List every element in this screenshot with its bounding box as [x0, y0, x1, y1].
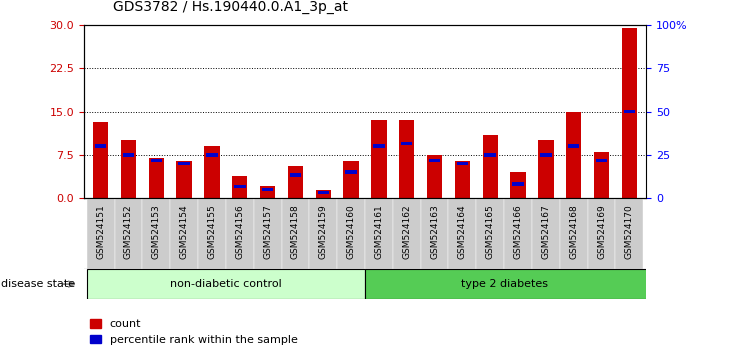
Bar	[262, 188, 273, 191]
Text: GSM524161: GSM524161	[374, 204, 383, 259]
Bar	[365, 198, 393, 269]
Text: GSM524162: GSM524162	[402, 204, 411, 258]
Text: GSM524157: GSM524157	[263, 204, 272, 259]
Bar	[560, 198, 588, 269]
Bar	[234, 185, 245, 188]
Bar	[512, 182, 524, 185]
Bar	[373, 144, 385, 148]
Bar	[87, 269, 365, 299]
Bar	[510, 172, 526, 198]
Bar	[393, 198, 420, 269]
Bar	[540, 153, 552, 156]
Bar	[568, 144, 580, 148]
Bar	[588, 198, 615, 269]
Bar	[343, 161, 358, 198]
Text: non-diabetic control: non-diabetic control	[170, 279, 282, 289]
Bar	[198, 198, 226, 269]
Bar	[149, 158, 164, 198]
Text: GSM524151: GSM524151	[96, 204, 105, 259]
Bar	[142, 198, 170, 269]
Bar	[372, 120, 387, 198]
Bar	[254, 198, 282, 269]
Bar	[429, 159, 440, 162]
Bar	[226, 198, 254, 269]
Bar	[448, 198, 476, 269]
Text: GSM524169: GSM524169	[597, 204, 606, 259]
Text: GSM524152: GSM524152	[124, 204, 133, 258]
Bar	[318, 191, 329, 194]
Text: GSM524165: GSM524165	[485, 204, 495, 259]
Bar	[93, 122, 108, 198]
Bar	[260, 186, 275, 198]
Bar	[399, 120, 415, 198]
Bar	[177, 161, 192, 198]
Bar	[150, 159, 162, 162]
Text: GSM524164: GSM524164	[458, 204, 467, 258]
Text: GSM524153: GSM524153	[152, 204, 161, 259]
Bar	[623, 110, 635, 113]
Bar	[288, 166, 303, 198]
Bar	[115, 198, 142, 269]
Bar	[622, 28, 637, 198]
Bar	[337, 198, 365, 269]
Bar	[457, 162, 468, 165]
Bar	[310, 198, 337, 269]
Text: GDS3782 / Hs.190440.0.A1_3p_at: GDS3782 / Hs.190440.0.A1_3p_at	[113, 0, 348, 14]
Bar	[485, 153, 496, 156]
Bar	[204, 146, 220, 198]
Bar	[455, 161, 470, 198]
Bar	[615, 198, 643, 269]
Legend: count, percentile rank within the sample: count, percentile rank within the sample	[90, 319, 297, 345]
Text: GSM524170: GSM524170	[625, 204, 634, 259]
Bar	[170, 198, 198, 269]
Bar	[504, 198, 532, 269]
Text: GSM524167: GSM524167	[542, 204, 550, 259]
Bar	[483, 135, 498, 198]
Text: GSM524158: GSM524158	[291, 204, 300, 259]
Bar	[206, 153, 218, 156]
Bar	[566, 112, 581, 198]
Bar	[315, 190, 331, 198]
Text: GSM524155: GSM524155	[207, 204, 217, 259]
Bar	[594, 152, 609, 198]
Bar	[87, 198, 115, 269]
Bar	[282, 198, 310, 269]
Bar	[345, 171, 357, 174]
Text: GSM524168: GSM524168	[569, 204, 578, 259]
Bar	[532, 198, 560, 269]
Text: GSM524154: GSM524154	[180, 204, 188, 258]
Bar	[401, 142, 412, 145]
Text: GSM524156: GSM524156	[235, 204, 245, 259]
Bar	[121, 141, 136, 198]
Bar	[95, 144, 107, 148]
Bar	[290, 173, 301, 177]
Bar	[365, 269, 657, 299]
Text: GSM524166: GSM524166	[513, 204, 523, 259]
Text: GSM524163: GSM524163	[430, 204, 439, 259]
Bar	[420, 198, 448, 269]
Bar	[538, 141, 553, 198]
Bar	[232, 176, 247, 198]
Text: GSM524160: GSM524160	[347, 204, 356, 259]
Bar	[427, 155, 442, 198]
Text: type 2 diabetes: type 2 diabetes	[461, 279, 548, 289]
Text: GSM524159: GSM524159	[319, 204, 328, 259]
Bar	[123, 153, 134, 156]
Bar	[178, 162, 190, 165]
Bar	[596, 159, 607, 162]
Text: disease state: disease state	[1, 279, 76, 289]
Bar	[476, 198, 504, 269]
